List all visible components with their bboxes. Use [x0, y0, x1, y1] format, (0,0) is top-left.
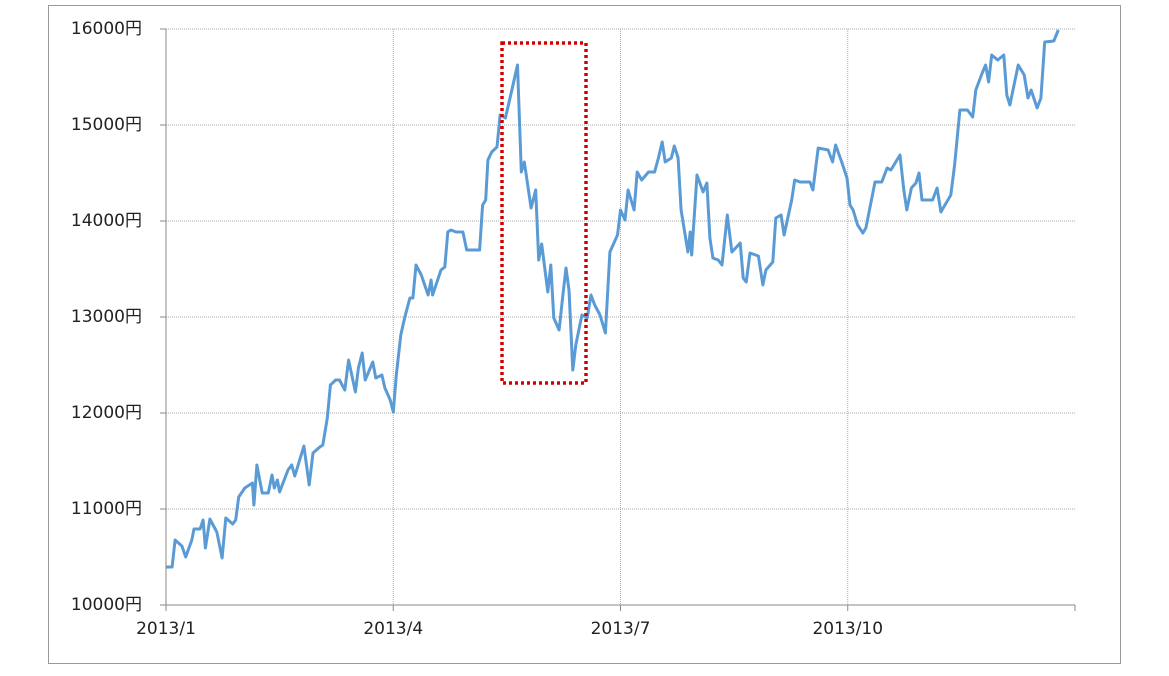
highlight-box: [500, 41, 588, 385]
y-tick-label: 16000円: [71, 19, 142, 39]
y-tick-label: 15000円: [71, 115, 142, 135]
y-tick-label: 10000円: [71, 595, 142, 615]
chart-border: [48, 5, 1121, 664]
x-tick-label: 2013/10: [812, 619, 883, 639]
y-tick-label: 13000円: [71, 307, 142, 327]
x-tick-label: 2013/1: [136, 619, 196, 639]
y-tick-label: 14000円: [71, 211, 142, 231]
y-tick-label: 11000円: [71, 499, 142, 519]
price-line: [166, 29, 1060, 569]
x-tick-label: 2013/4: [363, 619, 423, 639]
x-tick-label: 2013/7: [591, 619, 651, 639]
y-tick-label: 12000円: [71, 403, 142, 423]
